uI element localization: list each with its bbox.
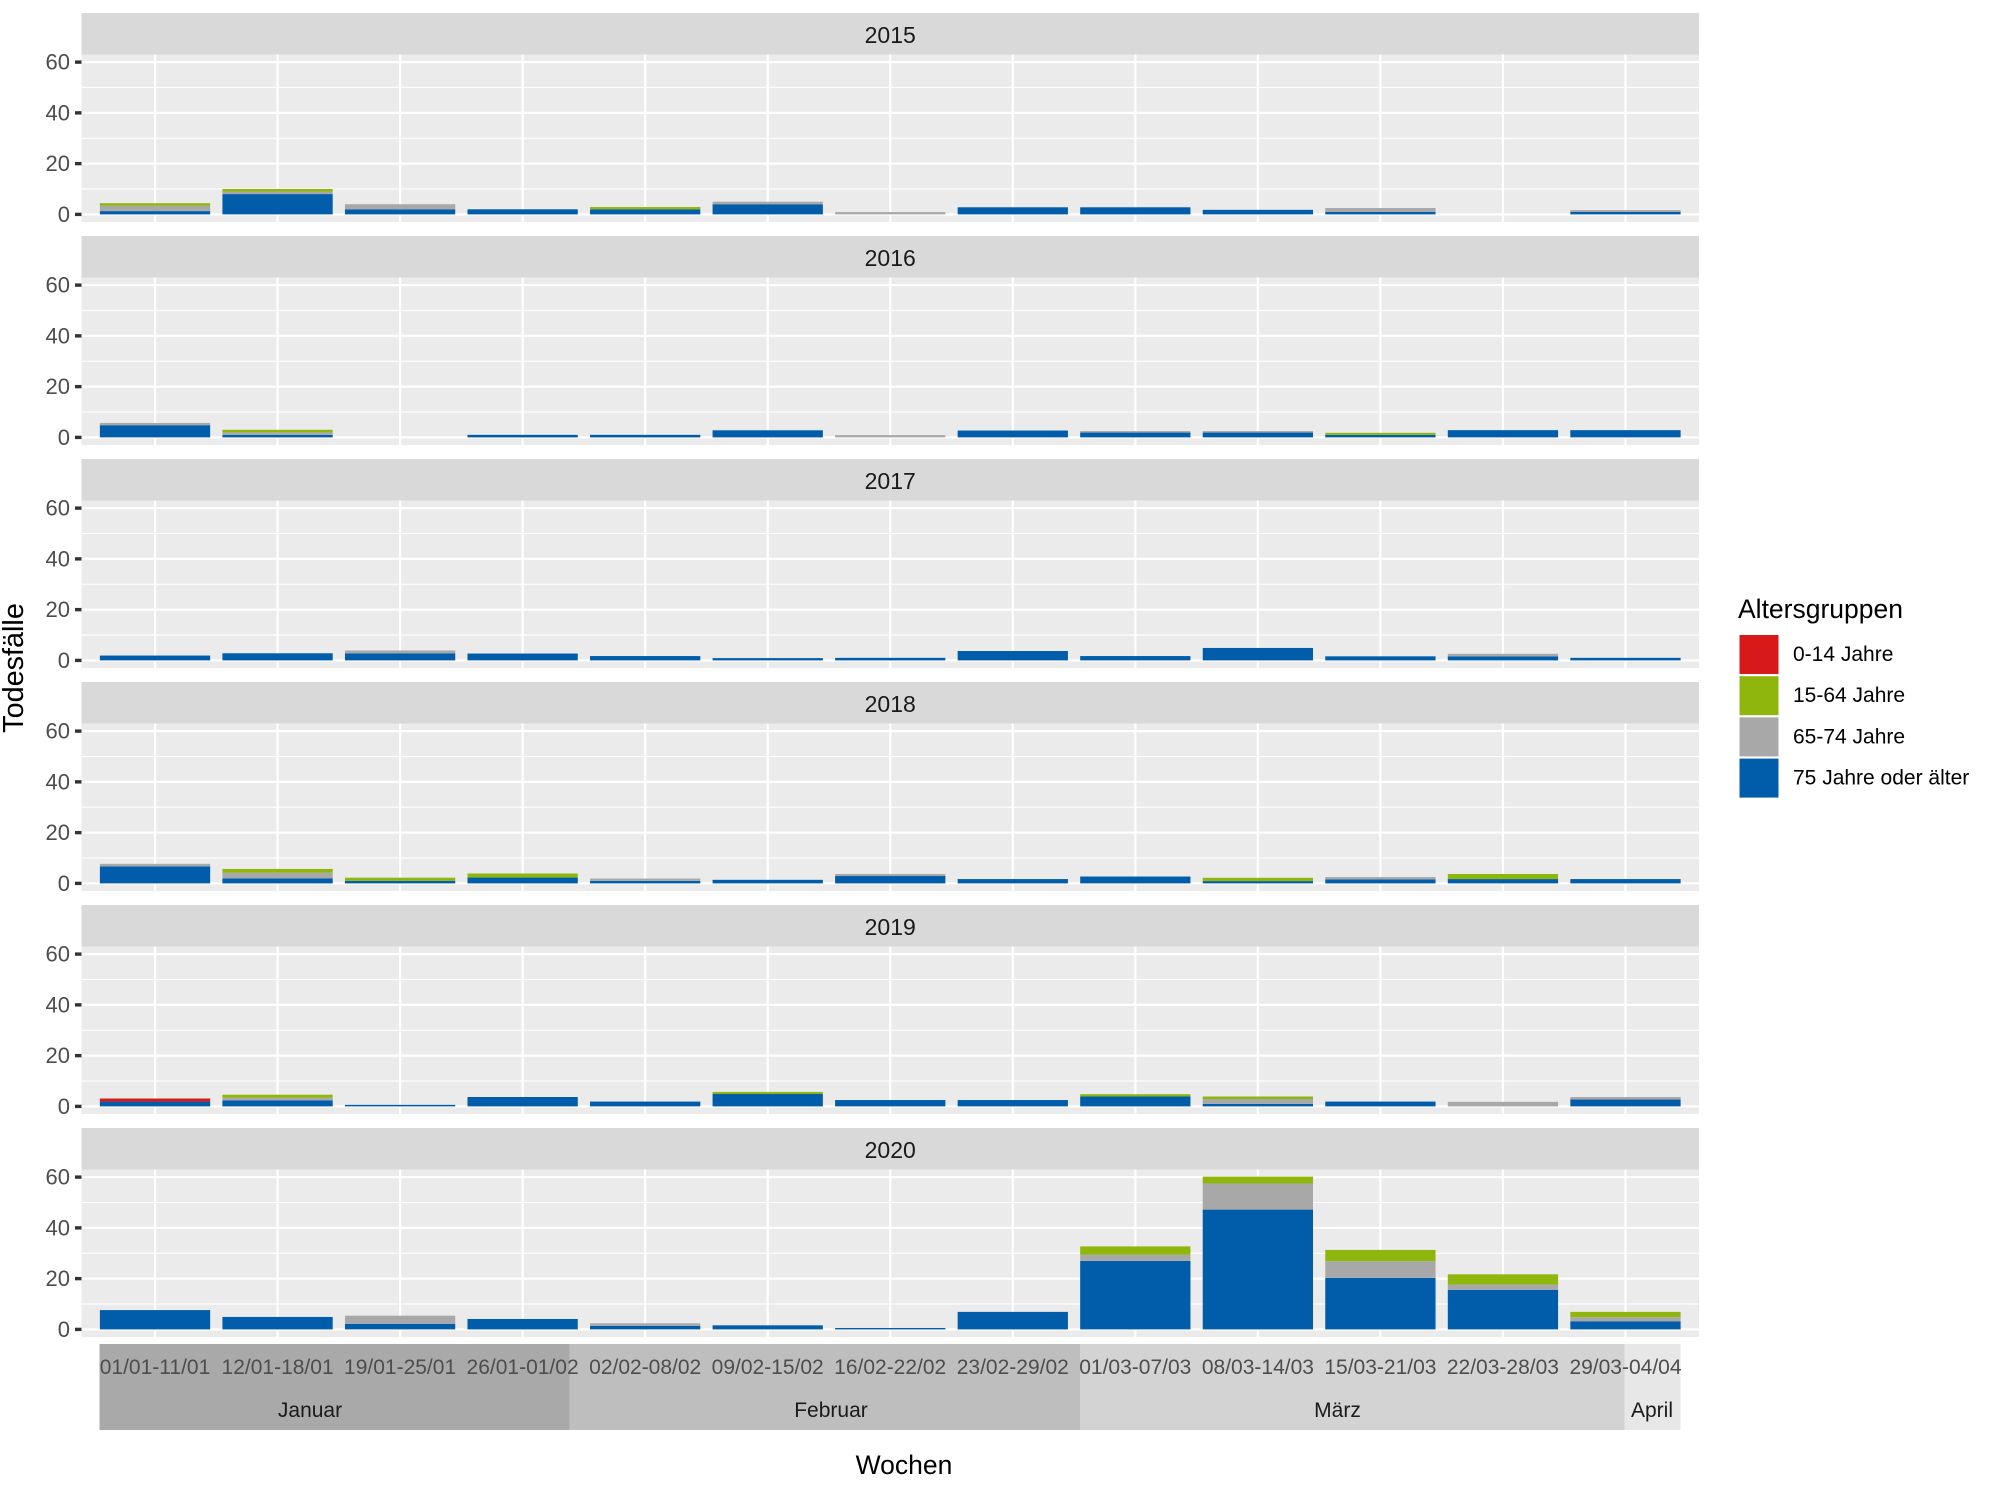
svg-text:20: 20: [46, 374, 70, 399]
svg-text:08/03-14/03: 08/03-14/03: [1202, 1356, 1314, 1379]
svg-text:20: 20: [46, 1266, 70, 1291]
svg-text:60: 60: [46, 719, 70, 744]
svg-text:Januar: Januar: [278, 1399, 342, 1422]
svg-text:09/02-15/02: 09/02-15/02: [712, 1356, 824, 1379]
svg-text:01/01-11/01: 01/01-11/01: [100, 1356, 211, 1379]
svg-text:0: 0: [58, 202, 70, 227]
svg-text:19/01-25/01: 19/01-25/01: [344, 1356, 456, 1379]
svg-text:40: 40: [46, 992, 70, 1017]
svg-text:75 Jahre oder älter: 75 Jahre oder älter: [1793, 767, 1969, 790]
svg-text:22/03-28/03: 22/03-28/03: [1447, 1356, 1559, 1379]
svg-text:0: 0: [58, 1317, 70, 1342]
svg-text:2017: 2017: [865, 468, 916, 494]
svg-text:0-14 Jahre: 0-14 Jahre: [1793, 643, 1893, 666]
svg-text:2019: 2019: [865, 914, 916, 940]
svg-text:0: 0: [58, 648, 70, 673]
svg-text:2015: 2015: [865, 22, 916, 48]
svg-text:0: 0: [58, 871, 70, 896]
svg-text:60: 60: [46, 1165, 70, 1190]
svg-text:20: 20: [46, 820, 70, 845]
svg-text:26/01-01/02: 26/01-01/02: [467, 1356, 579, 1379]
svg-text:01/03-07/03: 01/03-07/03: [1079, 1356, 1191, 1379]
svg-text:0: 0: [58, 1094, 70, 1119]
svg-text:Wochen: Wochen: [856, 1450, 953, 1480]
svg-text:12/01-18/01: 12/01-18/01: [222, 1356, 334, 1379]
svg-text:60: 60: [46, 942, 70, 967]
svg-text:März: März: [1314, 1399, 1361, 1422]
svg-text:15-64 Jahre: 15-64 Jahre: [1793, 684, 1905, 707]
svg-text:02/02-08/02: 02/02-08/02: [589, 1356, 701, 1379]
svg-text:16/02-22/02: 16/02-22/02: [834, 1356, 946, 1379]
svg-text:29/03-04/04: 29/03-04/04: [1569, 1356, 1681, 1379]
svg-text:40: 40: [46, 769, 70, 794]
svg-text:40: 40: [46, 546, 70, 571]
svg-text:40: 40: [46, 323, 70, 348]
svg-text:15/03-21/03: 15/03-21/03: [1324, 1356, 1436, 1379]
svg-text:2018: 2018: [865, 691, 916, 717]
svg-text:60: 60: [46, 496, 70, 521]
svg-text:20: 20: [46, 151, 70, 176]
svg-text:Altersgruppen: Altersgruppen: [1738, 594, 1903, 624]
svg-text:20: 20: [46, 597, 70, 622]
svg-text:Todesfälle: Todesfälle: [0, 603, 30, 733]
svg-text:20: 20: [46, 1043, 70, 1068]
svg-text:60: 60: [46, 273, 70, 298]
svg-text:40: 40: [46, 1215, 70, 1240]
svg-text:40: 40: [46, 100, 70, 125]
svg-text:65-74 Jahre: 65-74 Jahre: [1793, 725, 1905, 748]
svg-text:2016: 2016: [865, 245, 916, 271]
svg-text:April: April: [1631, 1399, 1673, 1422]
svg-text:Februar: Februar: [794, 1399, 868, 1422]
svg-text:23/02-29/02: 23/02-29/02: [957, 1356, 1069, 1379]
svg-text:60: 60: [46, 50, 70, 75]
svg-text:2020: 2020: [865, 1137, 916, 1163]
svg-text:0: 0: [58, 425, 70, 450]
